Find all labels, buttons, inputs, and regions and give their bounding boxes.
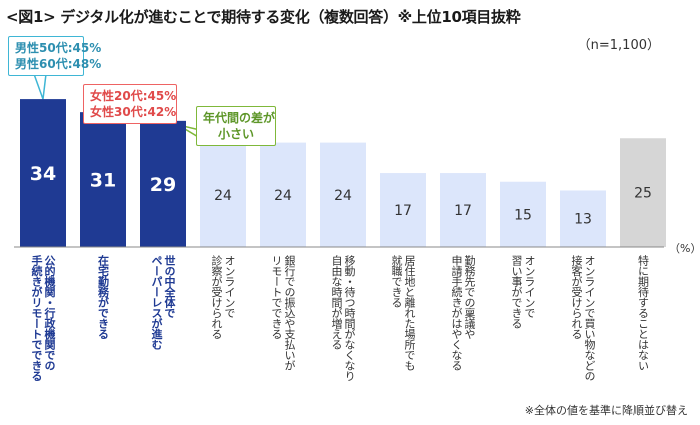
bar-2 — [80, 112, 126, 248]
bar-value-9: 15 — [514, 207, 532, 223]
chart-title: <図1> デジタル化が進むことで期待する変化（複数回答）※上位10項目抜粋 — [6, 8, 521, 26]
bar-7 — [380, 173, 426, 247]
category-label-8-line-2: 申請手続きがはやくなる — [450, 255, 463, 371]
bar-value-3: 29 — [150, 174, 176, 196]
callout-gap-line1: 年代間の差が — [203, 111, 276, 125]
bar-value-8: 17 — [454, 203, 472, 219]
bar-1 — [20, 99, 66, 247]
category-label-6-line-1: 移動・待つ時間がなくなり — [343, 255, 356, 382]
category-label-2-line-1: 在宅勤務ができる — [97, 254, 110, 341]
bar-value-5: 24 — [274, 188, 292, 204]
bar-5 — [260, 142, 306, 247]
callout-women-line2: 女性30代:42% — [90, 105, 177, 119]
category-label-8-line-1: 勤務先での稟議や — [463, 255, 476, 340]
category-label-4-line-2: 診察が受けられる — [210, 254, 223, 340]
category-label-10-line-2: 接客が受けられる — [570, 255, 583, 340]
sample-size-note: （n=1,100） — [577, 38, 660, 53]
bar-11 — [620, 138, 666, 247]
callout-men-line1: 男性50代:45% — [15, 41, 102, 55]
category-label-7-line-2: 就職できる — [390, 254, 403, 308]
bar-8 — [440, 173, 486, 247]
bar-3 — [140, 120, 186, 247]
bar-value-2: 31 — [90, 170, 116, 192]
category-label-3-line-1: 世の中全体で — [163, 254, 177, 319]
category-label-5-line-2: リモートでできる — [270, 255, 283, 339]
callout-men-pointer — [32, 73, 47, 100]
bar-values-group: 34 31 29 24 24 24 17 17 15 13 25 — [30, 163, 652, 228]
callout-gap-line2: 小さい — [217, 127, 254, 141]
category-label-6-line-2: 自由な時間が増える — [330, 255, 343, 350]
bar-4 — [200, 142, 246, 247]
bar-value-7: 17 — [394, 203, 412, 219]
callout-women: 女性20代:45% 女性30代:42% — [83, 84, 177, 124]
bar-value-11: 25 — [634, 186, 652, 202]
unit-label: （%） — [669, 242, 700, 255]
bar-value-6: 24 — [334, 188, 352, 204]
footnote: ※全体の値を基準に降順並び替え — [524, 404, 688, 417]
category-label-1-line-1: 公的機関・行政機関での — [43, 255, 57, 371]
bar-9 — [500, 181, 546, 247]
category-label-3-line-2: ペーパーレスが進む — [150, 255, 163, 351]
callout-men-line2: 男性60代:48% — [15, 57, 102, 71]
callout-gap: 年代間の差が 小さい — [196, 106, 276, 146]
bar-value-10: 13 — [574, 212, 592, 228]
category-label-9-line-2: 習い事ができる — [510, 255, 523, 329]
category-label-7-line-1: 居住地と離れた場所でも — [403, 255, 416, 371]
callout-men: 男性50代:45% 男性60代:48% — [8, 36, 102, 76]
category-label-11-line-1: 特に期待することはない — [637, 254, 650, 371]
bars-group — [20, 99, 666, 248]
category-label-1-line-2: 手続きがリモートでできる — [30, 254, 43, 383]
callout-women-line1: 女性20代:45% — [90, 89, 177, 103]
bar-10 — [560, 190, 606, 247]
category-label-5-line-1: 銀行での振込や支払いが — [283, 254, 296, 371]
bar-value-4: 24 — [214, 188, 232, 204]
category-label-10-line-1: オンラインで買い物などの — [583, 255, 596, 382]
bar-6 — [320, 142, 366, 247]
bar-value-1: 34 — [30, 163, 56, 185]
category-label-4-line-1: オンラインで — [223, 255, 236, 318]
category-label-9-line-1: オンラインで — [523, 255, 536, 318]
